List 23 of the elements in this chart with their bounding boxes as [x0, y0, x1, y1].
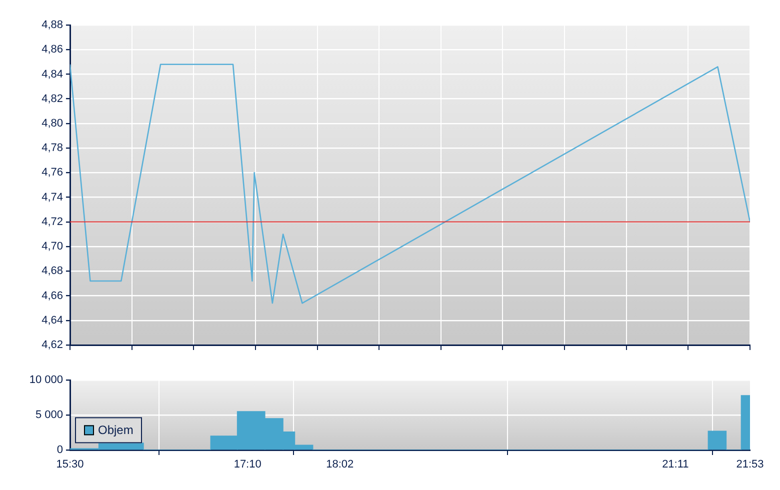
- y-tick-label: 4,76: [42, 166, 63, 179]
- x-tick-label: 15:30: [56, 458, 84, 471]
- y-tick-label: 4,74: [42, 191, 63, 204]
- y-tick-label: 4,68: [42, 265, 63, 278]
- x-tick-label: 21:53: [736, 458, 764, 471]
- y-tick-label: 10 000: [29, 374, 63, 386]
- y-tick-label: 4,88: [42, 19, 63, 32]
- y-tick-label: 4,62: [42, 339, 63, 352]
- y-tick-label: 4,78: [42, 142, 63, 154]
- x-tick-label: 17:10: [234, 458, 262, 471]
- y-tick-label: 4,82: [42, 92, 63, 105]
- y-tick-label: 4,70: [42, 240, 63, 253]
- y-tick-label: 4,64: [42, 314, 63, 326]
- y-tick-label: 5 000: [35, 409, 63, 422]
- x-tick-label: 18:02: [326, 458, 354, 471]
- y-tick-label: 0: [56, 444, 63, 456]
- y-tick-label: 4,72: [42, 216, 63, 228]
- y-tick-label: 4,84: [42, 68, 63, 80]
- y-tick-label: 4,66: [42, 290, 63, 302]
- legend-label: Objem: [98, 423, 134, 438]
- y-tick-label: 4,80: [42, 117, 63, 130]
- y-tick-label: 4,86: [42, 44, 63, 56]
- x-tick-label: 21:11: [662, 458, 689, 471]
